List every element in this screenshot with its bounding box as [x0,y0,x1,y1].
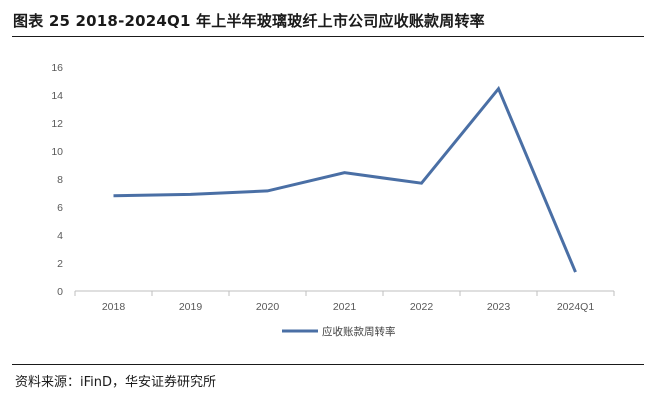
x-tick-label: 2021 [333,301,357,313]
legend: 应收账款周转率 [282,325,396,338]
x-axis: 2018 2019 2020 2021 2022 2023 2024Q1 [74,290,615,313]
series-layer [113,85,577,273]
y-tick-label: 14 [51,90,63,102]
x-tick-label: 2023 [487,301,511,313]
figure-title: 图表 25 2018-2024Q1 年上半年玻璃玻纤上市公司应收账款周转率 [13,12,485,30]
y-tick-label: 12 [51,118,63,130]
source-rule [12,364,644,365]
title-rule [12,36,644,37]
series-line [113,85,577,273]
legend-label: 应收账款周转率 [322,325,396,338]
source-note: 资料来源：iFinD，华安证券研究所 [15,375,217,390]
x-tick-label: 2024Q1 [557,301,595,313]
y-tick-label: 8 [57,174,63,186]
y-tick-label: 10 [51,146,63,158]
y-tick-label: 2 [57,258,63,270]
y-tick-label: 4 [57,230,63,242]
x-tick-label: 2018 [102,301,126,313]
y-tick-label: 0 [57,286,63,298]
y-axis: 0 2 4 6 8 10 12 14 16 [51,62,63,298]
x-tick-label: 2022 [410,301,434,313]
x-tick-label: 2020 [256,301,280,313]
y-tick-label: 6 [57,202,63,214]
y-tick-label: 16 [51,62,63,74]
x-tick-label: 2019 [179,301,203,313]
